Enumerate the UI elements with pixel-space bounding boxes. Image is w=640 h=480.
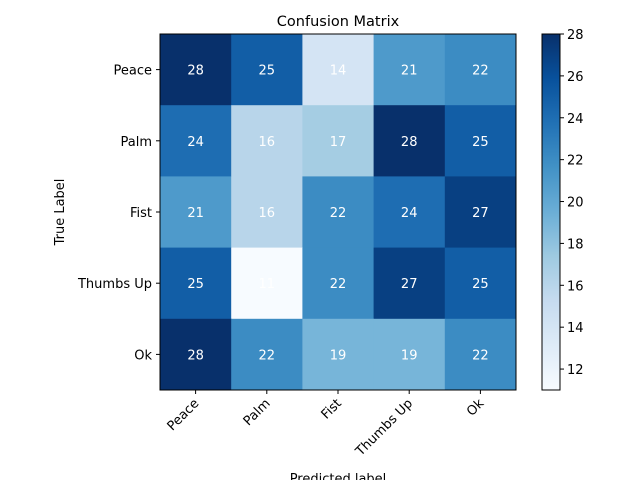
heatmap-cell xyxy=(373,318,446,391)
heatmap-cell xyxy=(444,34,517,106)
heatmap-cell xyxy=(444,105,517,177)
cell-value-label: 22 xyxy=(259,348,276,363)
heatmap-cell xyxy=(160,247,232,320)
cell-value-label: 22 xyxy=(472,64,489,79)
cell-value-label: 19 xyxy=(401,348,418,363)
x-tick-label: Ok xyxy=(464,396,487,419)
cell-value-label: 16 xyxy=(259,135,276,150)
cell-value-label: 25 xyxy=(187,277,204,292)
heatmap-cell xyxy=(373,247,446,320)
cell-value-label: 22 xyxy=(472,348,489,363)
cell-value-label: 17 xyxy=(330,135,347,150)
x-axis-label: Predicted label xyxy=(290,472,387,480)
cell-value-label: 16 xyxy=(259,206,276,221)
cell-value-label: 25 xyxy=(259,64,276,79)
heatmap-cell xyxy=(231,176,303,249)
heatmap-cell xyxy=(444,318,517,391)
heatmap-cell xyxy=(302,247,375,320)
heatmap-cell xyxy=(302,318,375,391)
cell-value-label: 24 xyxy=(187,135,204,150)
y-tick-label: Thumbs Up xyxy=(77,277,152,292)
heatmap-cell xyxy=(231,318,303,391)
cell-value-label: 11 xyxy=(259,277,276,292)
heatmap-cell xyxy=(302,105,375,177)
heatmap-cell xyxy=(373,176,446,249)
cell-value-label: 21 xyxy=(401,64,418,79)
cell-value-label: 27 xyxy=(472,206,489,221)
colorbar-tick-label: 18 xyxy=(567,237,584,252)
colorbar xyxy=(541,33,561,391)
colorbar-tick-label: 12 xyxy=(567,363,584,378)
heatmap-cell xyxy=(302,34,375,106)
x-tick-label: Peace xyxy=(165,396,203,434)
cell-value-label: 19 xyxy=(330,348,347,363)
colorbar-tick-label: 24 xyxy=(567,112,584,127)
chart-title: Confusion Matrix xyxy=(277,14,400,30)
colorbar-tick-label: 16 xyxy=(567,279,584,294)
cell-value-label: 22 xyxy=(330,206,347,221)
cell-value-label: 22 xyxy=(330,277,347,292)
colorbar-ticks: 12 14 16 18 20 22 24 26 28 xyxy=(560,28,584,378)
cell-value-label: 25 xyxy=(472,277,489,292)
y-axis-label: True Label xyxy=(53,179,68,247)
heatmap-cell xyxy=(160,34,232,106)
heatmap-cell xyxy=(231,34,303,106)
x-ticks: Peace Palm Fist Thumbs Up Ok xyxy=(165,390,488,460)
cell-value-label: 28 xyxy=(187,348,204,363)
colorbar-tick-label: 14 xyxy=(567,321,584,336)
heatmap-cell xyxy=(231,105,303,177)
y-tick-label: Fist xyxy=(130,206,152,221)
cell-value-label: 21 xyxy=(187,206,204,221)
heatmap-cell xyxy=(444,176,517,249)
x-tick-label: Thumbs Up xyxy=(352,396,416,460)
cell-value-label: 25 xyxy=(472,135,489,150)
x-tick-label: Fist xyxy=(319,396,345,422)
colorbar-tick-label: 20 xyxy=(567,196,584,211)
heatmap-cell xyxy=(160,105,232,177)
cell-value-label: 28 xyxy=(187,64,204,79)
y-tick-label: Ok xyxy=(134,348,152,363)
heatmap-cells: 28 25 14 21 22 24 16 17 28 25 21 16 22 24 27 25 11 22 27 25… xyxy=(160,34,517,391)
y-tick-label: Peace xyxy=(114,64,153,79)
heatmap-cell xyxy=(160,318,232,391)
colorbar-tick-label: 22 xyxy=(567,154,584,169)
colorbar-tick-label: 26 xyxy=(567,70,584,85)
x-tick-label: Palm xyxy=(241,396,274,429)
heatmap-cell xyxy=(373,34,446,106)
heatmap-cell xyxy=(231,247,303,320)
cell-value-label: 14 xyxy=(330,64,347,79)
heatmap-cell xyxy=(444,247,517,320)
heatmap-cell xyxy=(373,105,446,177)
cell-value-label: 28 xyxy=(401,135,418,150)
colorbar-tick-label: 28 xyxy=(567,28,584,43)
heatmap-cell xyxy=(302,176,375,249)
y-tick-label: Palm xyxy=(121,135,153,150)
y-ticks: Peace Palm Fist Thumbs Up Ok xyxy=(77,64,160,363)
cell-value-label: 27 xyxy=(401,277,418,292)
heatmap-cell xyxy=(160,176,232,249)
cell-value-label: 24 xyxy=(401,206,418,221)
